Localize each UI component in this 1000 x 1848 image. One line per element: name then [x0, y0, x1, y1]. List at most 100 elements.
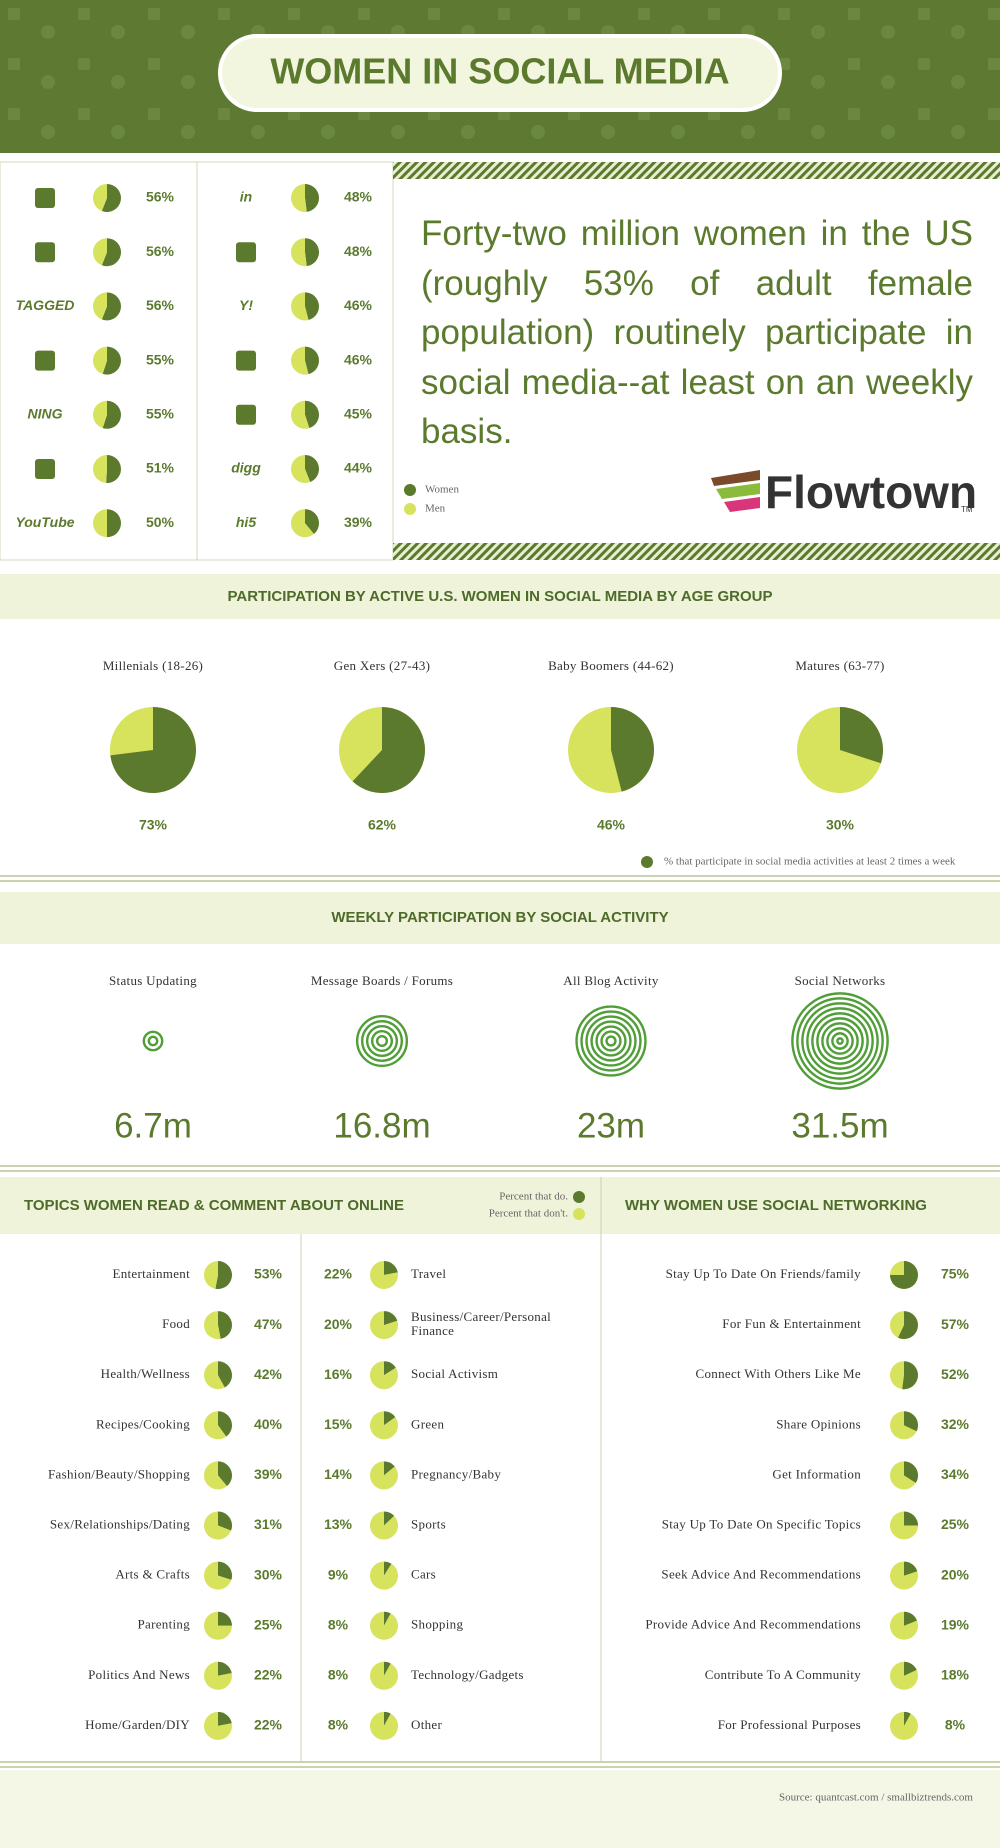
- value-label: 31.5m: [791, 1106, 888, 1145]
- title-pill: [218, 34, 782, 112]
- pie-slice: [305, 400, 319, 429]
- category-label: Connect With Others Like Me: [696, 1366, 861, 1381]
- value-label: 15%: [324, 1416, 353, 1432]
- pie-slice: [384, 1661, 391, 1676]
- value-label: 20%: [941, 1566, 970, 1582]
- pie-slice: [904, 1411, 918, 1432]
- ring: [355, 1014, 409, 1068]
- value-label: 32%: [941, 1416, 970, 1432]
- category-label: Recipes/Cooking: [96, 1416, 190, 1431]
- value-label: 56%: [146, 297, 175, 313]
- category-label: Sports: [411, 1516, 446, 1531]
- legend-swatch: [641, 856, 653, 868]
- pie-slice: [101, 184, 121, 212]
- category-label: Parenting: [137, 1617, 190, 1632]
- logo-mark: [716, 483, 760, 499]
- ring: [375, 1034, 389, 1048]
- pie-slice: [291, 184, 307, 212]
- pie-slice: [215, 1261, 232, 1289]
- pie-slice: [218, 1461, 232, 1487]
- ring: [575, 1005, 647, 1077]
- platform-logo: TAGGED: [16, 297, 75, 313]
- ring: [836, 1037, 844, 1045]
- pie-slice: [218, 1611, 233, 1626]
- category-label: Matures (63-77): [795, 658, 884, 673]
- rings: [355, 1014, 409, 1068]
- value-label: 30%: [826, 817, 855, 833]
- value-label: 6.7m: [114, 1106, 192, 1145]
- ring: [801, 1002, 879, 1080]
- pie-slice: [370, 1711, 399, 1740]
- pie-slice: [291, 238, 307, 267]
- value-label: 16.8m: [333, 1106, 430, 1145]
- value-label: 8%: [328, 1667, 349, 1683]
- ring: [147, 1035, 159, 1047]
- pie-slice: [92, 292, 107, 320]
- platform-logo: YouTube: [15, 514, 74, 530]
- category-label: Green: [411, 1416, 444, 1431]
- platform-icon: [236, 350, 256, 371]
- pie-slice: [384, 1261, 398, 1275]
- pie-slice: [904, 1711, 911, 1726]
- category-label: Technology/Gadgets: [411, 1667, 524, 1682]
- pie-slice: [305, 292, 320, 320]
- pie-slice: [92, 455, 107, 483]
- value-label: 75%: [941, 1266, 970, 1282]
- value-label: 53%: [254, 1266, 283, 1282]
- platform-icon: [236, 242, 256, 263]
- section-band: [0, 574, 1000, 619]
- pie-slice: [204, 1711, 233, 1740]
- category-label: Sex/Relationships/Dating: [50, 1516, 190, 1531]
- pie-slice: [93, 509, 107, 538]
- pie-slice: [305, 509, 320, 534]
- value-label: 19%: [941, 1616, 970, 1632]
- pie-slice: [291, 509, 314, 538]
- ring: [831, 1032, 849, 1050]
- legend-swatch: [404, 503, 416, 515]
- value-label: 20%: [324, 1316, 353, 1332]
- pie-slice: [203, 1411, 227, 1440]
- value-label: 25%: [254, 1616, 283, 1632]
- category-label: Other: [411, 1717, 442, 1732]
- pie-slice: [890, 1261, 918, 1289]
- category-label: Provide Advice And Recommendations: [645, 1617, 861, 1632]
- section-title: WEEKLY PARTICIPATION BY SOCIAL ACTIVITY: [331, 909, 668, 926]
- label-line: Finance: [411, 1323, 454, 1338]
- platform-icon: [35, 242, 55, 263]
- pie-slice: [840, 707, 884, 764]
- platform-icon: [35, 188, 55, 208]
- pie-slice: [291, 292, 309, 321]
- label-line: Business/Career/Personal: [411, 1309, 555, 1324]
- category-label: Message Boards / Forums: [311, 973, 453, 988]
- pie-slice: [904, 1511, 918, 1526]
- value-label: 22%: [254, 1667, 283, 1683]
- ring: [816, 1017, 864, 1065]
- pie-slice: [102, 346, 122, 375]
- pie-slice: [370, 1311, 399, 1340]
- footer-bg: [0, 1770, 1000, 1848]
- pie-slice: [291, 455, 311, 483]
- category-label: Health/Wellness: [101, 1366, 190, 1381]
- legend-label: Percent that do.: [499, 1191, 568, 1203]
- category-label: For Professional Purposes: [718, 1717, 861, 1732]
- pie-slice: [384, 1361, 396, 1376]
- category-label: Entertainment: [112, 1266, 190, 1281]
- category-label: Millenials (18-26): [103, 658, 203, 673]
- ring: [791, 992, 889, 1090]
- value-label: 13%: [324, 1516, 353, 1532]
- pie-slice: [384, 1461, 395, 1476]
- platform-logo: digg: [231, 460, 261, 476]
- ring: [600, 1030, 622, 1052]
- category-label: Stay Up To Date On Friends/family: [666, 1266, 862, 1281]
- value-label: 48%: [344, 189, 373, 205]
- logo-mark: [711, 470, 760, 486]
- pie-slice: [106, 455, 121, 483]
- pie-slice: [305, 184, 320, 212]
- brand: Flowtown: [765, 466, 977, 518]
- pie-slice: [305, 346, 319, 375]
- category-label: All Blog Activity: [563, 973, 659, 988]
- ring: [585, 1015, 637, 1067]
- ring: [826, 1027, 854, 1055]
- category-label: Politics And News: [88, 1667, 190, 1682]
